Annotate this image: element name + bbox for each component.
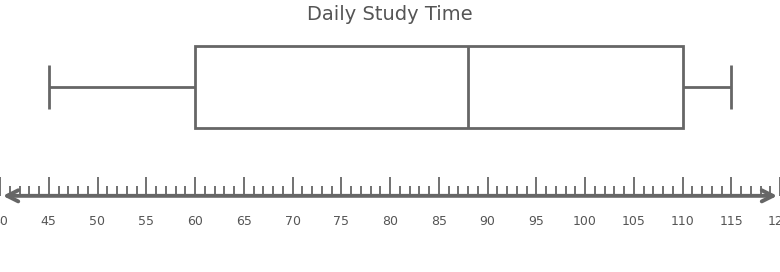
Text: 85: 85 xyxy=(431,215,447,228)
Text: 70: 70 xyxy=(285,215,300,228)
Text: Daily Study Time: Daily Study Time xyxy=(307,5,473,24)
Text: 75: 75 xyxy=(333,215,349,228)
Text: 45: 45 xyxy=(41,215,57,228)
Text: 50: 50 xyxy=(90,215,105,228)
Text: 55: 55 xyxy=(138,215,154,228)
Text: 115: 115 xyxy=(719,215,743,228)
Text: 90: 90 xyxy=(480,215,495,228)
Text: 110: 110 xyxy=(671,215,694,228)
Text: 60: 60 xyxy=(187,215,203,228)
Text: 95: 95 xyxy=(528,215,544,228)
Text: 105: 105 xyxy=(622,215,646,228)
FancyBboxPatch shape xyxy=(195,46,682,128)
Text: 65: 65 xyxy=(236,215,252,228)
Text: 40: 40 xyxy=(0,215,8,228)
Text: 120: 120 xyxy=(768,215,780,228)
Text: 80: 80 xyxy=(382,215,398,228)
Text: 100: 100 xyxy=(573,215,597,228)
